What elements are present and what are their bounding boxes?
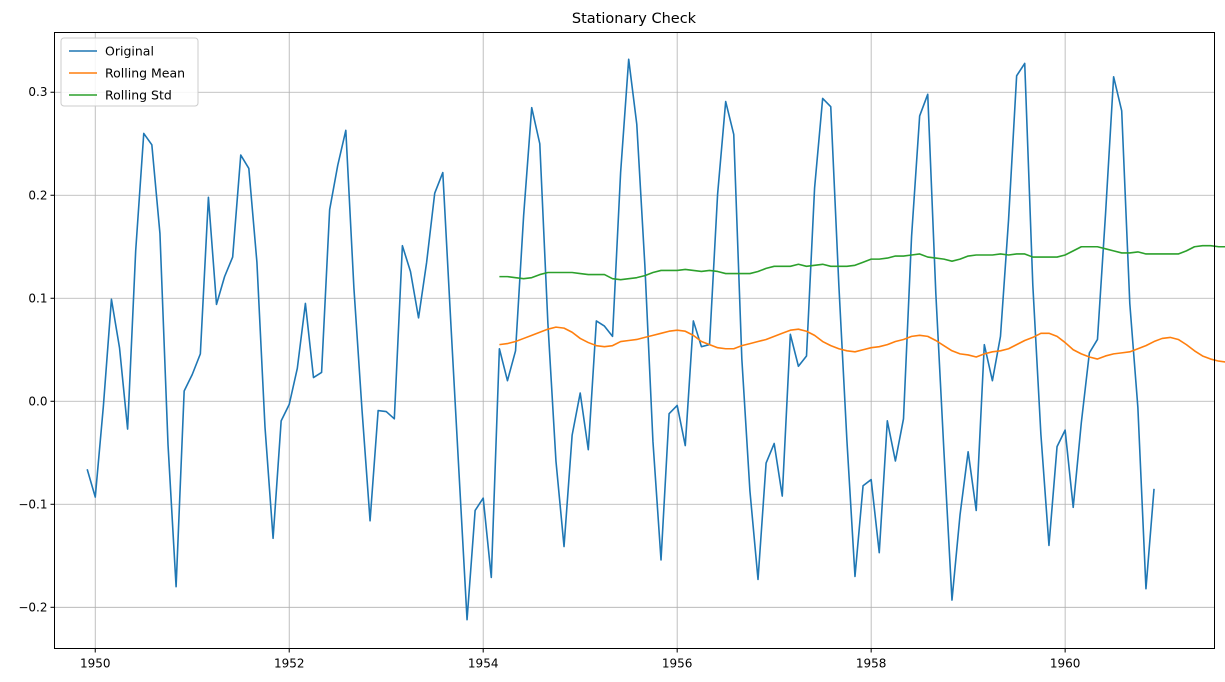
y-tick-label: −0.2: [18, 600, 47, 614]
x-tick-label: 1956: [662, 657, 693, 671]
x-tick-label: 1950: [80, 657, 111, 671]
x-tick-label: 1960: [1050, 657, 1081, 671]
series-lines: [86, 58, 1225, 621]
y-tick-label: 0.1: [28, 291, 47, 305]
x-tick-label: 1952: [274, 657, 305, 671]
series-rolling-mean-line: [499, 326, 1225, 363]
y-tick-label: 0.0: [28, 394, 47, 408]
legend-label-original: Original: [105, 44, 154, 59]
y-tick-label: 0.2: [28, 188, 47, 202]
plot-frame: [54, 32, 1215, 649]
y-tick-label: 0.3: [28, 85, 47, 99]
chart-title: Stationary Check: [572, 11, 697, 27]
y-tick-label: −0.1: [18, 497, 47, 511]
x-axis: 1950 1952 1954 1956 1958 1960: [80, 648, 1081, 671]
grid: [54, 32, 1215, 649]
y-axis: −0.2 −0.1 0.0 0.1 0.2 0.3: [18, 85, 55, 614]
legend: Original Rolling Mean Rolling Std: [60, 37, 199, 107]
x-tick-label: 1958: [856, 657, 887, 671]
legend-label-rolling-mean: Rolling Mean: [105, 66, 185, 81]
legend-box: [60, 37, 199, 107]
x-tick-label: 1954: [468, 657, 499, 671]
legend-label-rolling-std: Rolling Std: [105, 88, 172, 103]
series-original-line: [86, 58, 1155, 621]
series-rolling-std-line: [499, 244, 1225, 281]
